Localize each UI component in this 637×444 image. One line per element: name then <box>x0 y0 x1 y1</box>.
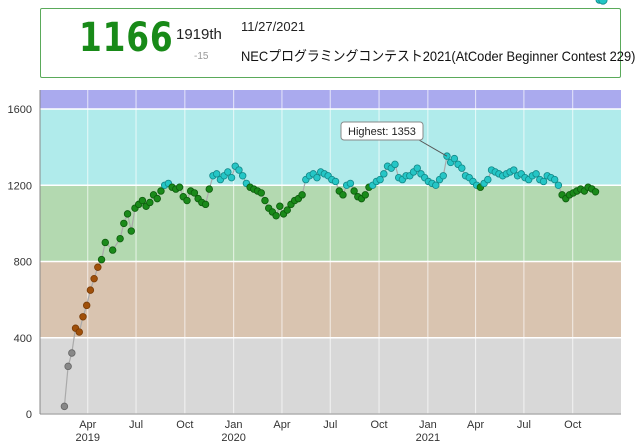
rating-point <box>205 185 213 193</box>
rating-point <box>79 313 87 321</box>
contest-date: 11/27/2021 <box>241 19 306 34</box>
rating-point <box>64 362 72 371</box>
y-tick-label: 400 <box>14 333 32 345</box>
contest-rank: 1919th <box>176 26 222 43</box>
rating-point <box>510 166 518 174</box>
y-tick-label: 0 <box>26 409 32 421</box>
current-rating: 1166 <box>79 15 174 61</box>
rating-point <box>413 164 421 172</box>
rating-point <box>94 263 102 271</box>
rating-point <box>257 189 265 197</box>
rating-point <box>157 187 165 195</box>
highest-box <box>340 121 424 141</box>
rating-point <box>82 301 91 310</box>
rating-point <box>261 196 269 205</box>
rating-point <box>108 246 117 254</box>
rating-point <box>190 189 199 197</box>
highest-label: Highest: 1353 <box>348 126 416 138</box>
rating-point <box>138 196 147 205</box>
y-tick-label: 1200 <box>8 180 32 192</box>
rating-delta: -15 <box>194 51 209 62</box>
y-tick-label: 800 <box>14 257 32 269</box>
x-tick-label: Jul <box>129 419 143 431</box>
rating-point <box>120 219 128 228</box>
rating-point <box>227 173 236 182</box>
x-tick-label: Apr <box>273 419 290 431</box>
rating-point <box>432 181 440 189</box>
rating-point <box>123 210 132 218</box>
x-tick-label: Jul <box>323 419 337 431</box>
rating-point <box>458 164 466 172</box>
x-tick-label: Apr <box>79 419 96 431</box>
y-tick-label: 1600 <box>8 104 32 116</box>
rating-point <box>97 255 106 264</box>
rating-point <box>443 152 451 160</box>
rating-point <box>75 328 83 336</box>
rating-point <box>539 177 548 186</box>
rating-point <box>238 172 247 180</box>
highest-pointer <box>418 139 448 157</box>
x-tick-label: Apr <box>467 419 484 431</box>
x-tick-label: Oct <box>564 419 581 431</box>
rating-point <box>146 198 154 207</box>
rating-point <box>153 194 161 203</box>
rating-point <box>224 168 232 176</box>
rating-point <box>90 274 98 283</box>
x-year-label: 2019 <box>76 432 100 444</box>
rating-point <box>276 202 284 210</box>
x-tick-label: Oct <box>370 419 387 431</box>
rating-point <box>298 191 306 199</box>
rating-point <box>68 349 76 357</box>
x-tick-label: Jul <box>517 419 531 431</box>
x-year-label: 2020 <box>221 432 245 444</box>
rating-point <box>116 234 124 243</box>
x-tick-label: Oct <box>176 419 193 431</box>
rating-point <box>201 200 210 209</box>
rating-point <box>391 160 399 169</box>
rating-point <box>350 187 358 195</box>
rating-point <box>60 402 69 411</box>
rating-point <box>346 179 355 188</box>
rating-point <box>175 183 184 191</box>
rating-point <box>127 227 135 235</box>
rating-point <box>380 170 388 178</box>
rating-point <box>101 238 109 247</box>
rating-point <box>439 172 447 180</box>
rating-point <box>272 212 280 220</box>
rating-point <box>450 154 459 163</box>
x-year-label: 2021 <box>416 432 440 444</box>
rating-point <box>212 170 221 178</box>
rating-point <box>532 170 540 178</box>
rating-point <box>86 286 95 294</box>
rating-point <box>313 173 321 182</box>
rating-point <box>283 206 291 214</box>
rating-point <box>183 196 191 205</box>
contest-name[interactable]: NECプログラミングコンテスト2021(AtCoder Beginner Con… <box>241 48 636 64</box>
rating-point <box>361 191 369 199</box>
x-tick-label: Jan <box>225 419 243 431</box>
rating-point <box>554 181 563 189</box>
rating-point <box>598 0 608 5</box>
rating-point <box>235 166 243 174</box>
x-tick-label: Jan <box>419 419 437 431</box>
contest-info-panel: 1166 1919th -15 11/27/2021 NECプログラミングコンテ… <box>40 8 635 78</box>
rating-point <box>339 191 347 199</box>
rating-point <box>331 177 340 186</box>
rating-point <box>591 188 600 196</box>
rating-point <box>550 175 559 184</box>
rating-point <box>484 175 492 184</box>
rating-point <box>376 175 384 184</box>
